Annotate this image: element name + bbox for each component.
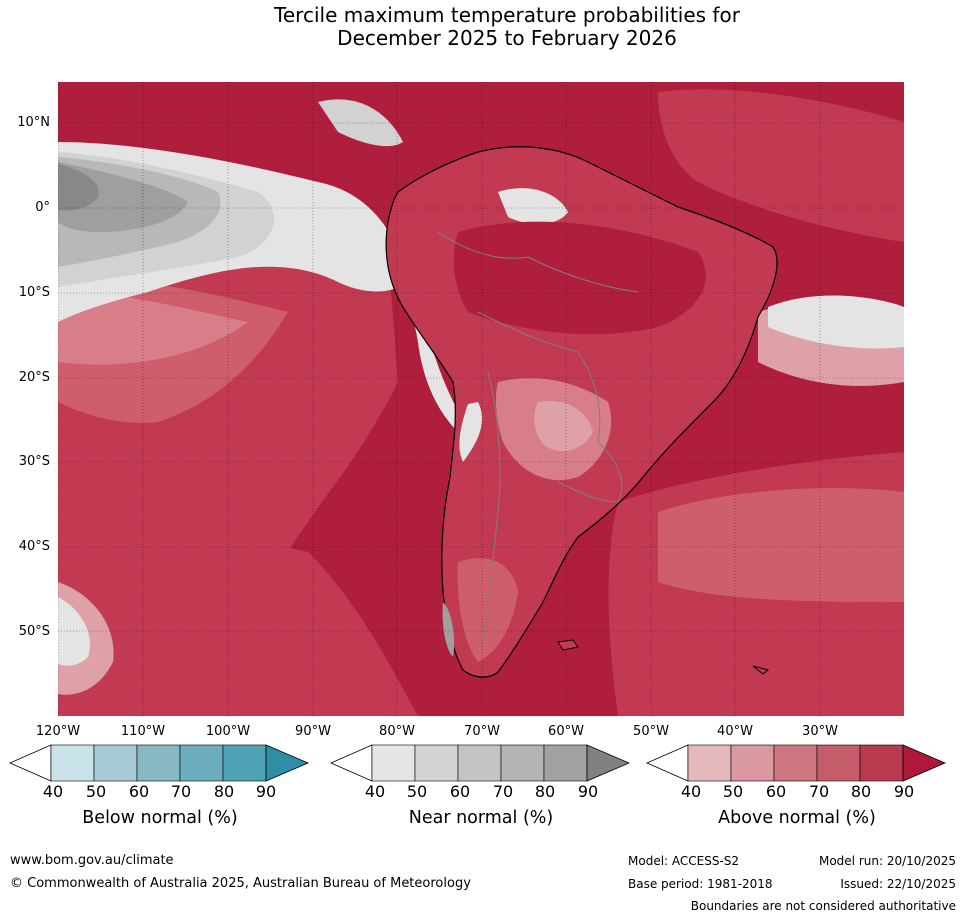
tick-near-90: 90 <box>577 782 599 801</box>
south-georgia <box>752 665 770 675</box>
colorbar-near-normal <box>330 744 631 782</box>
zone-above-70-south-atlantic <box>658 488 904 602</box>
zone-near-50-andes <box>459 402 483 462</box>
lon-label-30w: 30°W <box>802 724 838 739</box>
lat-label-0: 0° <box>35 200 50 215</box>
colorbar-above-segment-60 <box>773 744 818 782</box>
lat-label-40s: 40°S <box>18 539 50 554</box>
tick-above-40: 40 <box>680 782 702 801</box>
zone-near-50-north <box>498 188 568 224</box>
tick-above-50: 50 <box>722 782 744 801</box>
tick-below-60: 60 <box>128 782 150 801</box>
legend-label-below: Below normal (%) <box>82 808 238 828</box>
lat-label-10s: 10°S <box>18 285 50 300</box>
tick-below-80: 80 <box>213 782 235 801</box>
tick-below-90: 90 <box>255 782 277 801</box>
colorbar-below-high-extend <box>265 744 310 782</box>
colorbar-near-high-extend <box>586 744 631 782</box>
colorbar-below-segment-50 <box>93 744 138 782</box>
lon-label-60w: 60°W <box>548 724 584 739</box>
tick-above-90: 90 <box>893 782 915 801</box>
boundary-disclaimer: Boundaries are not considered authoritat… <box>690 899 956 913</box>
lon-label-90w: 90°W <box>295 724 331 739</box>
tick-near-60: 60 <box>449 782 471 801</box>
zone-near-50-atlantic <box>768 295 904 349</box>
tick-above-80: 80 <box>850 782 872 801</box>
colorbar-below-segment-80 <box>222 744 267 782</box>
graticule <box>58 82 904 716</box>
zone-near-60-caribbean <box>318 99 403 147</box>
chart-title: Tercile maximum temperature probabilitie… <box>0 4 965 50</box>
zone-above-90-amazon <box>453 221 706 335</box>
colorbar-above-normal <box>646 744 947 782</box>
tick-near-70: 70 <box>492 782 514 801</box>
title-line-2: December 2025 to February 2026 <box>337 26 677 50</box>
lat-label-50s: 50°S <box>18 624 50 639</box>
colorbar-below-low-extend <box>9 744 52 782</box>
lon-label-70w: 70°W <box>464 724 500 739</box>
probability-map <box>58 82 904 716</box>
zone-above-80-southpacific <box>58 533 418 716</box>
tick-below-50: 50 <box>85 782 107 801</box>
tick-above-70: 70 <box>808 782 830 801</box>
website-link[interactable]: www.bom.gov.au/climate <box>10 853 174 868</box>
colorbar-above-low-extend <box>646 744 689 782</box>
base-period: Base period: 1981-2018 <box>628 877 773 891</box>
lon-label-100w: 100°W <box>205 724 251 739</box>
colorbar-near-segment-60 <box>457 744 502 782</box>
colorbar-near-segment-50 <box>414 744 459 782</box>
lon-label-40w: 40°W <box>717 724 753 739</box>
lon-label-110w: 110°W <box>120 724 166 739</box>
colorbar-near-segment-80 <box>543 744 588 782</box>
zone-above-50-interior <box>534 401 593 452</box>
colorbar-below-segment-60 <box>136 744 181 782</box>
lat-label-30s: 30°S <box>18 454 50 469</box>
country-borders <box>437 231 639 643</box>
colorbar-near-segment-40 <box>371 744 416 782</box>
legend-label-above: Above normal (%) <box>718 808 876 828</box>
colorbar-below-normal <box>9 744 310 782</box>
colorbar-above-segment-40 <box>687 744 732 782</box>
colorbar-below-segment-70 <box>179 744 224 782</box>
tick-below-40: 40 <box>42 782 64 801</box>
model-run: Model run: 20/10/2025 <box>818 854 956 868</box>
legend-label-near: Near normal (%) <box>408 808 554 828</box>
lon-label-80w: 80°W <box>379 724 415 739</box>
zone-above-70-patagonia <box>457 558 518 662</box>
zone-near-50-westcoast <box>338 202 468 432</box>
colorbar-above-high-extend <box>902 744 947 782</box>
colorbar-above-segment-80 <box>859 744 904 782</box>
tick-near-50: 50 <box>406 782 428 801</box>
model-name: Model: ACCESS-S2 <box>628 854 740 868</box>
title-line-1: Tercile maximum temperature probabilitie… <box>274 3 740 27</box>
tick-below-70: 70 <box>170 782 192 801</box>
zone-above-80-north <box>658 89 904 242</box>
tick-near-40: 40 <box>364 782 386 801</box>
zone-near-80-patagonia <box>442 602 455 657</box>
lat-label-10n: 10°N <box>17 115 50 130</box>
copyright-text: © Commonwealth of Australia 2025, Austra… <box>10 876 471 891</box>
zone-near-90-eastpacific <box>58 164 99 211</box>
colorbar-above-segment-70 <box>816 744 861 782</box>
colorbar-above-segment-50 <box>730 744 775 782</box>
colorbar-near-low-extend <box>330 744 373 782</box>
zone-near-50-southwest <box>58 597 90 666</box>
tick-near-80: 80 <box>534 782 556 801</box>
issued-date: Issued: 22/10/2025 <box>840 877 956 891</box>
lon-label-50w: 50°W <box>633 724 669 739</box>
falkland-islands <box>557 639 579 651</box>
zone-above-60-pacific <box>58 292 248 365</box>
lon-label-120w: 120°W <box>35 724 81 739</box>
lat-label-20s: 20°S <box>18 370 50 385</box>
colorbar-near-segment-70 <box>500 744 545 782</box>
colorbar-below-segment-40 <box>50 744 95 782</box>
tick-above-60: 60 <box>765 782 787 801</box>
